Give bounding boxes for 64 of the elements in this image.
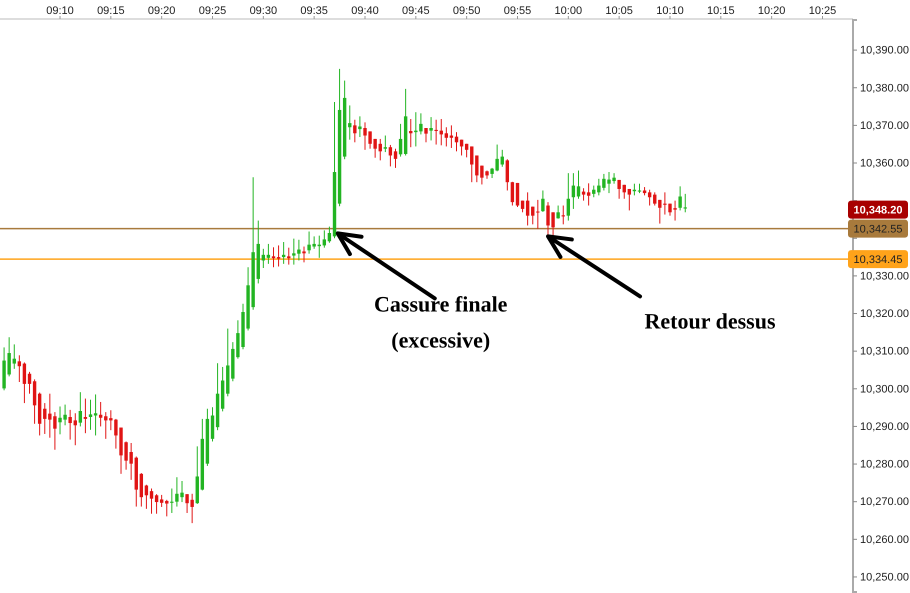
- y-tick-label: 10,320.00: [860, 308, 909, 320]
- x-tick-label: 09:15: [97, 5, 125, 17]
- candlestick: [353, 119, 357, 143]
- candlestick: [673, 200, 677, 222]
- candlestick: [292, 238, 296, 266]
- candlestick: [170, 488, 174, 514]
- x-tick-label: 09:10: [46, 5, 74, 17]
- candlestick: [388, 144, 392, 167]
- y-tick-label: 10,390.00: [860, 44, 909, 57]
- candlestick: [94, 394, 98, 436]
- candlestick: [358, 116, 362, 138]
- candlestick: [28, 371, 32, 394]
- x-tick-label: 09:35: [300, 5, 328, 17]
- x-tick-label: 09:20: [148, 5, 176, 17]
- candlestick: [541, 190, 545, 212]
- candlestick: [276, 244, 280, 267]
- candlestick: [175, 476, 179, 508]
- x-tick-label: 10:15: [707, 5, 735, 17]
- y-tick-label: 10,310.00: [860, 346, 909, 358]
- y-tick-label: 10,290.00: [860, 420, 909, 433]
- x-tick-label: 09:25: [198, 5, 226, 17]
- x-tick-label: 09:30: [250, 5, 278, 17]
- candlestick: [454, 132, 458, 152]
- y-tick-label: 10,370.00: [860, 120, 909, 132]
- x-tick-label: 09:40: [351, 5, 379, 17]
- x-tick-label: 10:20: [758, 5, 786, 17]
- candlestick: [63, 404, 67, 426]
- text: 10,348.20: [854, 204, 902, 217]
- x-tick-label: 10:25: [808, 5, 836, 17]
- candlestick: [632, 183, 636, 196]
- candlestick: [84, 398, 88, 434]
- x-tick-label: 09:55: [504, 5, 532, 17]
- ref-line-label: 10,334.45: [854, 254, 902, 266]
- candlestick: [429, 116, 433, 141]
- y-tick-label: 10,270.00: [860, 496, 909, 508]
- y-tick-label: 10,360.00: [860, 158, 909, 170]
- y-tick-label: 10,260.00: [860, 534, 909, 546]
- candlestick: [297, 239, 301, 261]
- x-tick-label: 09:45: [402, 5, 430, 17]
- annotation: Cassure finale (excessive): [374, 291, 508, 352]
- annotation: Retour dessus: [644, 308, 776, 334]
- candlestick: [384, 135, 388, 153]
- y-tick-label: 10,280.00: [860, 458, 909, 471]
- y-tick-label: 10,380.00: [860, 82, 909, 94]
- x-tick-label: 10:10: [656, 5, 684, 17]
- y-tick-label: 10,330.00: [860, 270, 909, 282]
- candlestick: [510, 181, 514, 206]
- candlestick: [612, 172, 616, 184]
- candlestick: [572, 172, 576, 210]
- x-tick-label: 10:00: [554, 5, 582, 17]
- x-tick-label: 09:50: [452, 5, 480, 17]
- y-tick-label: 10,300.00: [860, 383, 909, 396]
- x-tick-label: 10:05: [605, 5, 633, 17]
- y-tick-label: 10,250.00: [860, 571, 909, 584]
- candlestick: [78, 392, 82, 427]
- candlestick: [409, 118, 412, 148]
- candlestick: [566, 172, 570, 222]
- candlestick: [506, 158, 510, 191]
- candlestick: [282, 242, 286, 264]
- candlestick: [556, 205, 560, 220]
- candlestick: [668, 203, 672, 216]
- candlestick: [562, 205, 565, 225]
- candlestick: [302, 246, 306, 263]
- ref-line-label: 10,342.55: [854, 224, 902, 236]
